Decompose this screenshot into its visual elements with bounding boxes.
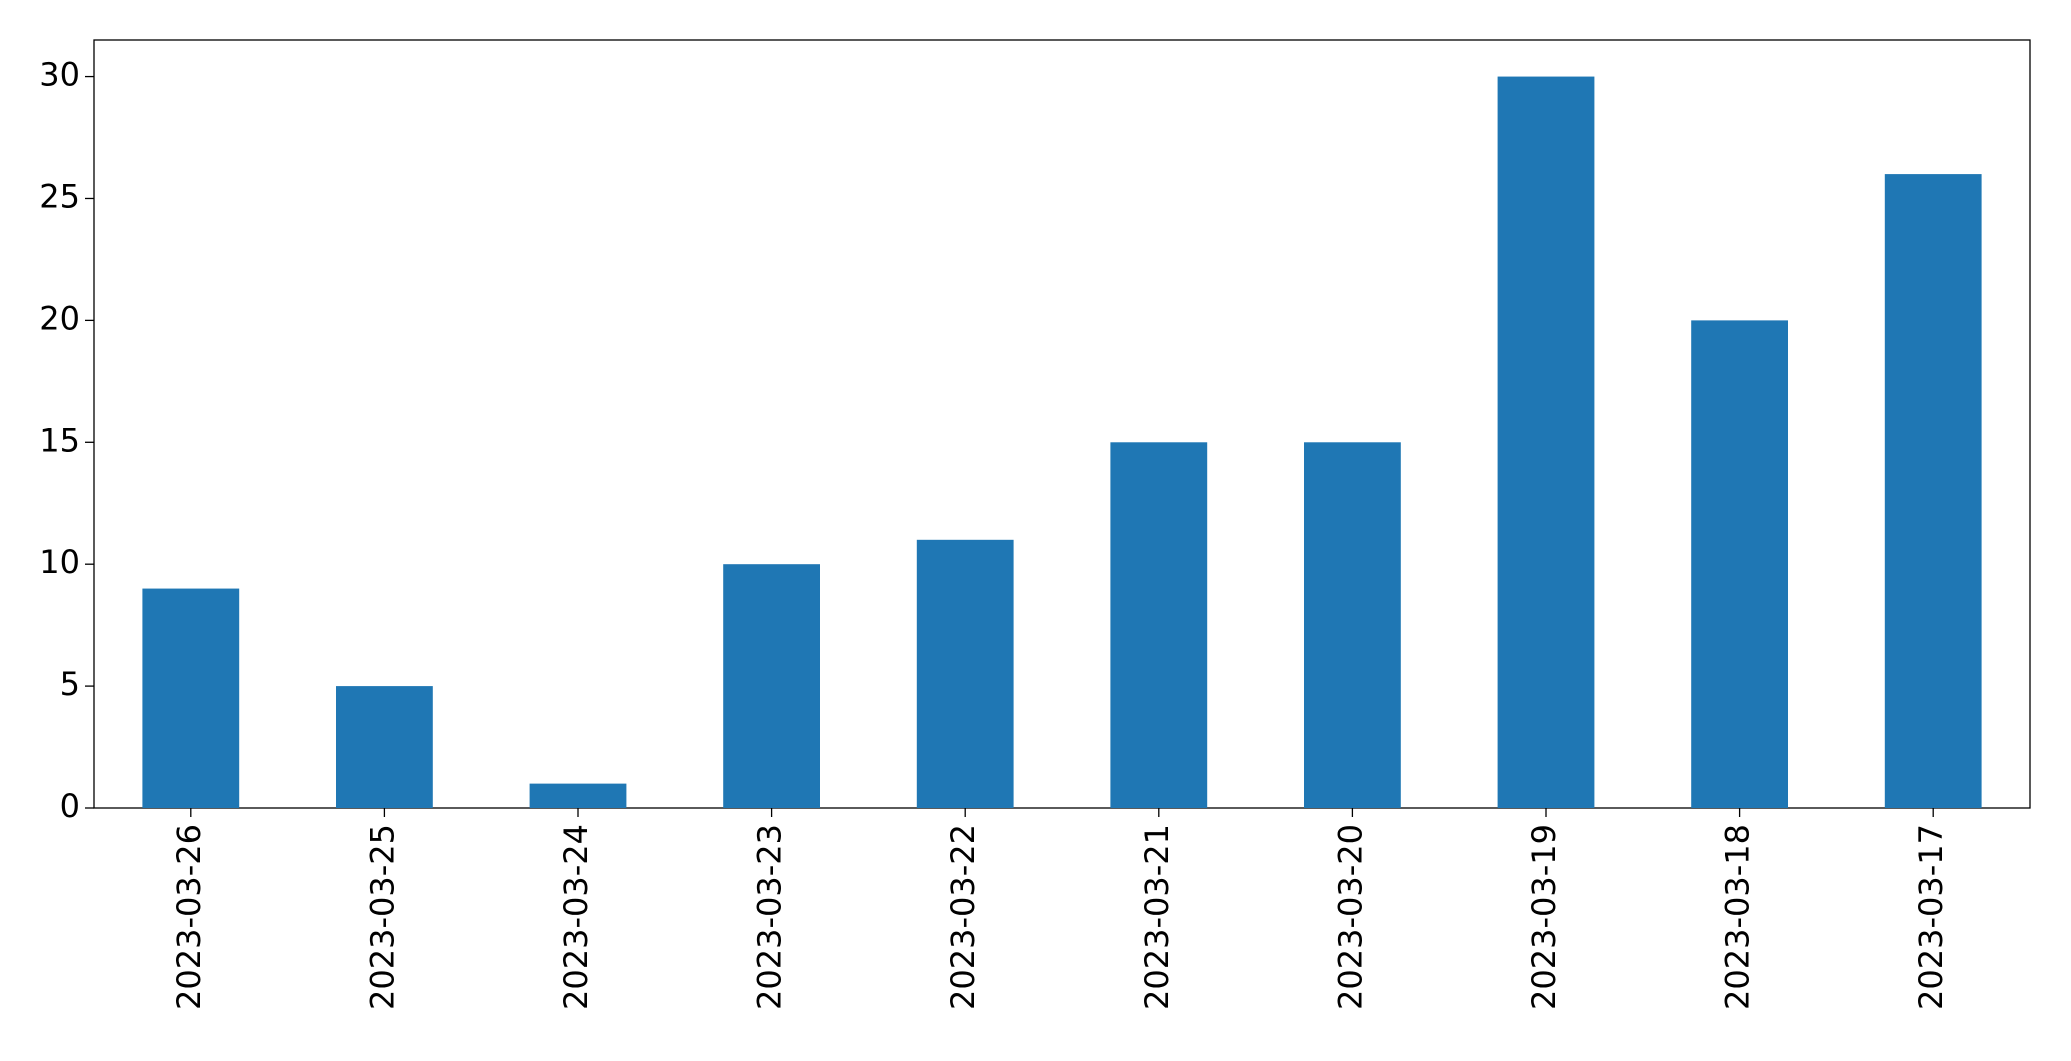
y-tick-label: 0	[60, 787, 80, 825]
bar	[142, 588, 240, 808]
x-tick-label: 2023-03-18	[1719, 824, 1757, 1010]
y-tick-label: 30	[39, 56, 80, 94]
y-tick-label: 15	[39, 421, 80, 459]
y-tick-label: 25	[39, 177, 80, 215]
x-tick-label: 2023-03-24	[557, 824, 595, 1010]
x-tick-label: 2023-03-21	[1138, 824, 1176, 1010]
bar	[1497, 76, 1595, 809]
x-tick-label: 2023-03-22	[944, 824, 982, 1010]
bar	[1304, 442, 1401, 808]
bar	[1884, 174, 1982, 809]
x-tick-label: 2023-03-20	[1331, 824, 1369, 1010]
bar	[1691, 320, 1788, 808]
x-tick-label: 2023-03-17	[1912, 824, 1950, 1010]
y-tick-label: 10	[39, 543, 80, 581]
y-tick-label: 20	[39, 299, 80, 337]
bar	[336, 686, 433, 808]
bar	[723, 564, 820, 808]
x-tick-label: 2023-03-26	[170, 824, 208, 1010]
y-tick-label: 5	[60, 665, 80, 703]
x-tick-label: 2023-03-19	[1525, 824, 1563, 1010]
bar	[529, 783, 627, 808]
bar	[1110, 442, 1208, 808]
axes-frame	[93, 39, 2031, 809]
bar	[916, 539, 1014, 808]
x-tick-label: 2023-03-23	[751, 824, 789, 1010]
x-tick-label: 2023-03-25	[363, 824, 401, 1010]
